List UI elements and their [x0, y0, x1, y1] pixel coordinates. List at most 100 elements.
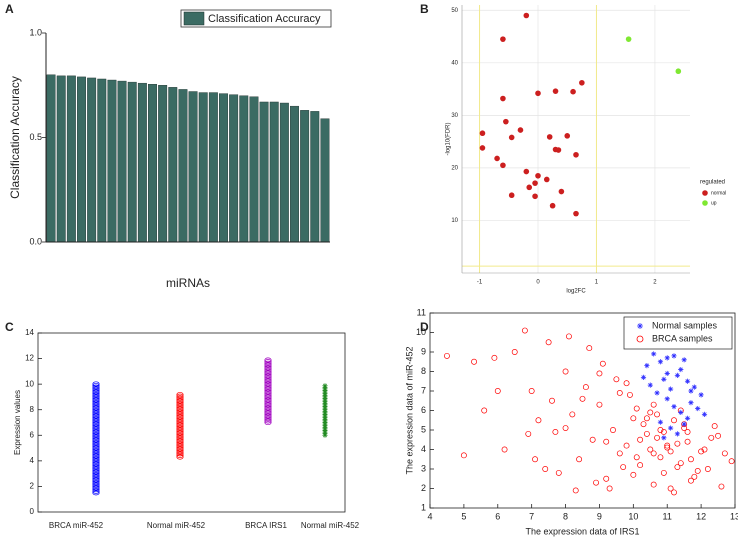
point: [479, 130, 486, 137]
point: [671, 417, 677, 424]
marker: [264, 357, 272, 363]
point: [491, 354, 498, 361]
marker: [176, 416, 184, 422]
y-tick-label: 10: [451, 218, 458, 224]
point: [684, 378, 691, 384]
marker: [264, 379, 272, 386]
marker: [264, 392, 272, 398]
point: [647, 382, 653, 388]
marker: [264, 403, 272, 410]
marker: [176, 419, 184, 425]
legend-marker: [636, 335, 644, 343]
y-tick-label: 8: [30, 405, 35, 414]
marker: [92, 391, 100, 397]
point: [675, 68, 682, 75]
marker: [264, 373, 272, 379]
y-tick-label: 12: [25, 354, 34, 363]
point: [610, 427, 616, 433]
point: [481, 407, 488, 414]
legend-title: regulated: [700, 180, 725, 186]
bar: [56, 75, 66, 243]
marker: [92, 429, 100, 435]
y-tick-label: 50: [451, 8, 458, 14]
point: [654, 390, 660, 396]
legend-marker: [702, 190, 708, 196]
point: [579, 79, 585, 86]
y-tick-label: 5: [421, 424, 426, 434]
point: [657, 419, 664, 425]
legend-box: [623, 316, 733, 350]
marker: [264, 419, 272, 426]
point: [596, 401, 603, 408]
marker: [264, 386, 272, 392]
marker: [264, 378, 272, 384]
x-tick-label: 13: [730, 511, 738, 521]
point: [694, 468, 701, 474]
marker: [92, 459, 100, 465]
point: [545, 339, 552, 346]
point: [523, 168, 530, 175]
marker: [92, 418, 100, 424]
point: [647, 409, 654, 416]
y-tick-label: 0: [30, 507, 35, 516]
marker: [176, 425, 184, 431]
point: [555, 469, 562, 476]
marker: [92, 384, 100, 390]
point: [671, 353, 677, 359]
marker: [264, 383, 272, 389]
marker: [176, 403, 184, 409]
point: [535, 417, 542, 424]
point: [657, 359, 664, 365]
point: [630, 415, 637, 422]
panel-label: D: [420, 320, 429, 334]
point: [603, 438, 610, 445]
point: [640, 421, 647, 428]
y-tick-label: 1.0: [29, 27, 42, 37]
y-tick-label: 9: [421, 346, 426, 356]
legend-label: up: [711, 200, 717, 206]
point: [494, 155, 500, 162]
marker: [176, 406, 184, 412]
marker: [92, 437, 100, 443]
point: [698, 448, 705, 455]
marker: [176, 438, 184, 444]
point: [661, 376, 667, 382]
x-tick-label: 10: [628, 511, 638, 521]
point: [613, 376, 620, 383]
point: [654, 434, 661, 441]
point: [623, 442, 630, 449]
x-tick-label: BRCA miR-452: [49, 521, 104, 530]
y-tick-label: 20: [451, 165, 458, 171]
point: [501, 446, 508, 453]
marker: [176, 451, 184, 457]
point: [681, 421, 687, 427]
marker: [264, 370, 272, 376]
point: [660, 469, 667, 476]
point: [525, 430, 532, 437]
bar: [188, 91, 198, 243]
point: [640, 374, 647, 380]
marker: [264, 391, 272, 397]
point: [479, 145, 486, 151]
marker: [264, 416, 272, 422]
marker: [176, 436, 184, 442]
point: [678, 366, 684, 373]
marker: [92, 408, 100, 414]
marker: [176, 448, 184, 454]
y-tick-label: 6: [30, 430, 35, 439]
point: [546, 134, 553, 140]
bar: [229, 94, 239, 243]
x-tick-label: 2: [653, 280, 657, 286]
marker: [264, 384, 272, 390]
point: [625, 36, 632, 42]
point: [718, 483, 725, 490]
marker: [176, 449, 184, 455]
x-tick-label: BRCA IRS1: [245, 521, 287, 530]
marker: [176, 398, 184, 404]
point: [535, 172, 541, 179]
marker: [176, 440, 184, 446]
point: [552, 429, 559, 435]
x-tick-label: 11: [663, 511, 672, 521]
marker: [92, 423, 100, 429]
point: [684, 429, 691, 435]
